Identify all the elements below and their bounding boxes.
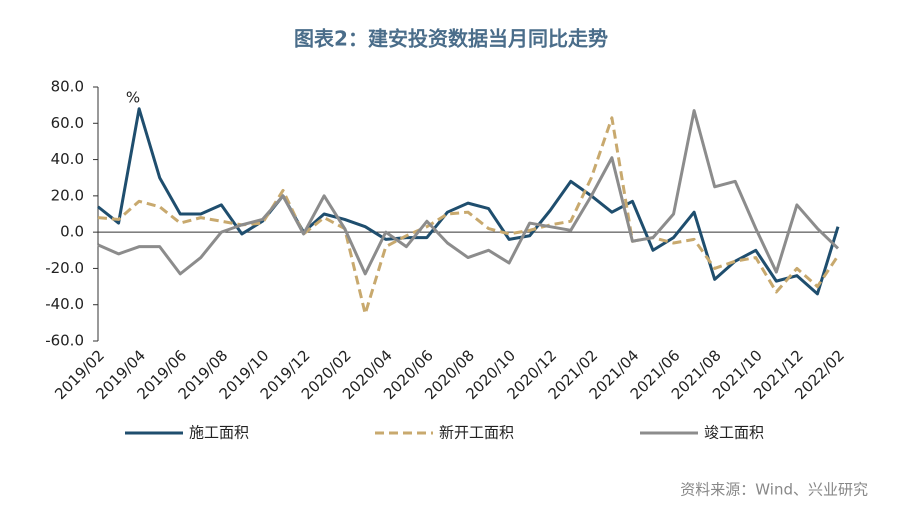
series-line	[97, 116, 840, 316]
series-line	[97, 109, 840, 276]
y-tick-label: 40.0	[51, 150, 84, 168]
chart-title: 图表2：建安投资数据当月同比走势	[294, 27, 608, 51]
y-tick-label: 0.0	[60, 223, 84, 241]
y-tick-label: -20.0	[45, 259, 84, 277]
legend-label: 施工面积	[189, 424, 249, 442]
series-line	[97, 107, 840, 296]
source: 资料来源：Wind、兴业研究	[680, 481, 868, 499]
y-tick-label: -60.0	[45, 332, 84, 350]
y-tick-label: 80.0	[51, 78, 84, 96]
y-tick-label: 60.0	[51, 114, 84, 132]
legend-label: 竣工面积	[704, 424, 764, 442]
y-unit: %	[126, 89, 140, 107]
legend-label: 新开工面积	[439, 424, 514, 442]
y-tick-label: -40.0	[45, 295, 84, 313]
y-tick-label: 20.0	[51, 186, 84, 204]
